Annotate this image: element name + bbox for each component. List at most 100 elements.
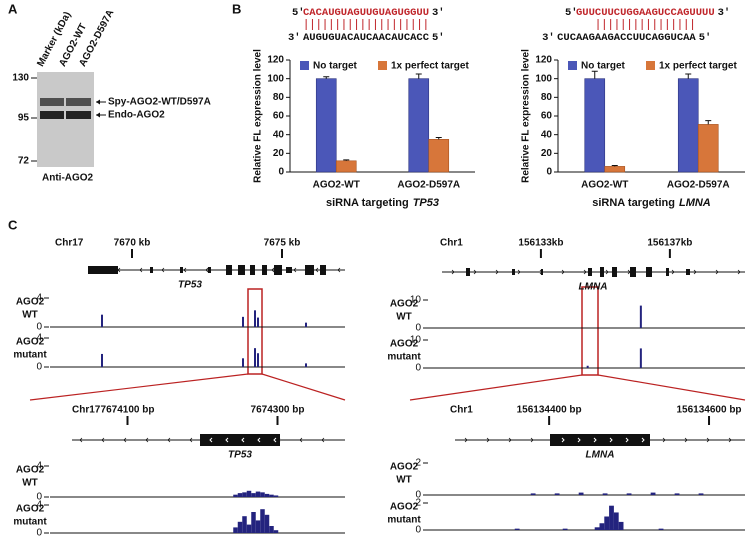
strand-chevron xyxy=(508,437,512,443)
signal-bar xyxy=(530,493,536,495)
signal-bar xyxy=(254,310,256,327)
blot-membrane xyxy=(37,72,94,167)
strand-chevron xyxy=(561,269,565,275)
signal-bar xyxy=(255,520,261,533)
legend-label: No target xyxy=(313,61,358,72)
strand-chevron xyxy=(139,267,143,273)
strand-chevron xyxy=(605,269,609,275)
signal-bar xyxy=(604,516,610,530)
signal-bar xyxy=(626,493,632,495)
exon xyxy=(646,267,652,277)
coord-label: 7674100 bp xyxy=(101,405,155,416)
track-label: mutant xyxy=(13,350,47,361)
error-bar xyxy=(591,70,598,79)
strand-chevron xyxy=(451,269,455,275)
track-label: WT xyxy=(396,475,412,486)
y-tick-label: 80 xyxy=(273,92,285,103)
x-tick-label: AGO2-WT xyxy=(313,180,360,191)
track-label: mutant xyxy=(13,517,47,528)
strand-chevron xyxy=(123,437,127,443)
coord-label: 7670 kb xyxy=(114,238,151,249)
strand-chevron xyxy=(205,267,209,273)
strand-chevron xyxy=(299,437,303,443)
y-tick-label: 0 xyxy=(546,167,552,178)
seq-prime: 3' xyxy=(288,32,301,44)
signal-bar xyxy=(602,493,608,495)
strand-chevron xyxy=(183,267,187,273)
error-bar xyxy=(343,159,350,161)
x-axis-label: siRNA targeting xyxy=(592,197,675,209)
signal-bar xyxy=(254,348,256,367)
seq-prime: 3' xyxy=(432,7,445,19)
signal-bar xyxy=(237,493,243,497)
strand-chevron xyxy=(101,437,105,443)
exon xyxy=(226,265,232,275)
track-label: mutant xyxy=(387,515,421,526)
track-y-label: 10 xyxy=(410,295,422,306)
exon xyxy=(588,268,592,276)
exon xyxy=(200,434,280,446)
track-y-label: 10 xyxy=(410,335,422,346)
bar xyxy=(677,78,699,173)
signal-bar xyxy=(599,523,605,530)
strand-chevron xyxy=(161,267,165,273)
seq-prime: 3' xyxy=(718,7,731,19)
strand-chevron xyxy=(189,437,193,443)
x-axis-label: siRNA targeting xyxy=(326,197,409,209)
strand-chevron xyxy=(706,437,710,443)
bar xyxy=(408,78,430,173)
track-y-label: 4 xyxy=(36,293,42,304)
coord-label: 7675 kb xyxy=(264,238,301,249)
strand-chevron xyxy=(684,437,688,443)
error-bar xyxy=(705,120,712,125)
legend-swatch xyxy=(378,61,387,70)
track-y-label: 4 xyxy=(36,461,42,472)
signal-bar xyxy=(257,353,259,367)
exon xyxy=(612,267,617,277)
strand-chevron xyxy=(273,437,277,443)
y-tick-label: 0 xyxy=(278,167,284,178)
signal-bar xyxy=(233,494,238,497)
strand-chevron xyxy=(79,437,83,443)
exon xyxy=(238,265,245,275)
chrom-label: Chr1 xyxy=(450,405,473,416)
signal-bar xyxy=(255,491,261,497)
strand-chevron xyxy=(593,437,597,443)
signal-bar xyxy=(269,526,274,533)
signal-bar xyxy=(242,516,247,533)
strand-chevron xyxy=(473,269,477,275)
exon xyxy=(305,265,314,275)
chrom-label: Chr1 xyxy=(440,238,463,249)
signal-bar xyxy=(260,509,265,533)
signal-bar xyxy=(674,493,680,495)
marker-label: 72 xyxy=(18,156,30,167)
exon xyxy=(541,269,543,275)
exon xyxy=(180,267,183,273)
track-label: mutant xyxy=(387,352,421,363)
y-tick-label: 100 xyxy=(267,73,284,84)
bar xyxy=(604,166,626,173)
track-label: AGO2 xyxy=(16,504,45,515)
strand-chevron xyxy=(167,437,171,443)
zoom-box xyxy=(247,288,263,375)
error-bar xyxy=(323,76,330,79)
track-y-label: 4 xyxy=(36,333,42,344)
error-bar xyxy=(415,73,422,79)
band-arrowhead xyxy=(96,99,100,105)
track-y-label: 0 xyxy=(36,528,42,536)
strand-chevron xyxy=(530,437,534,443)
signal-bar xyxy=(246,490,252,497)
strand-chevron xyxy=(641,437,645,443)
strand-chevron xyxy=(241,437,245,443)
y-tick-label: 20 xyxy=(273,148,285,159)
x-tick-label: AGO2-D597A xyxy=(667,180,730,191)
signal-bar xyxy=(251,512,256,533)
seq-prime: 3' xyxy=(542,32,555,44)
track-label: WT xyxy=(22,310,38,321)
exon xyxy=(466,268,470,276)
band-label: Spy-AGO2-WT/D597A xyxy=(108,97,211,108)
coord-label: 7674300 bp xyxy=(251,405,305,416)
coord-label: 156133kb xyxy=(518,238,563,249)
bar xyxy=(697,124,719,173)
